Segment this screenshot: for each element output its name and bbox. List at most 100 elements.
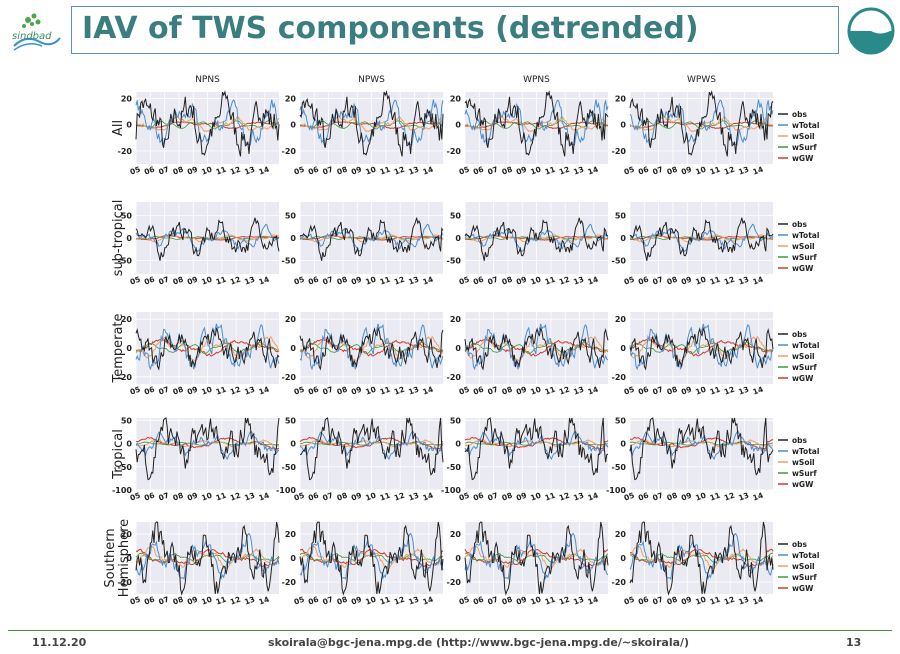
- x-tick-label: 13: [243, 385, 256, 397]
- x-tick-label: 12: [723, 165, 736, 177]
- x-tick-label: 05: [129, 385, 142, 397]
- x-tick-label: 14: [752, 385, 765, 397]
- x-tick-label: 14: [422, 275, 435, 287]
- row-label: Temperate: [111, 313, 126, 383]
- subplot: 05 06 07 08 09 10 11 12 13 14 -20 0 20: [447, 90, 609, 177]
- y-tick-label: 0: [126, 234, 132, 243]
- y-tick-label: -20: [118, 147, 133, 156]
- x-tick-label: 08: [172, 275, 185, 287]
- legend-label: wTotal: [792, 341, 819, 350]
- y-tick-label: -20: [118, 373, 133, 382]
- y-tick-label: -50: [282, 257, 297, 266]
- x-tick-label: 12: [723, 275, 736, 287]
- x-tick-label: 10: [364, 385, 377, 397]
- x-tick-label: 12: [558, 165, 571, 177]
- y-tick-label: 20: [121, 315, 133, 324]
- x-tick-label: 06: [472, 275, 485, 287]
- y-tick-label: 0: [290, 344, 296, 353]
- row-label: sub-tropical: [111, 200, 126, 277]
- series-line-obs: [135, 326, 280, 371]
- x-tick-label: 11: [544, 275, 557, 287]
- y-tick-label: 0: [620, 344, 626, 353]
- y-tick-label: 50: [450, 212, 462, 221]
- y-tick-label: -20: [282, 373, 297, 382]
- legend-label: wSoil: [792, 458, 815, 467]
- x-tick-label: 09: [186, 275, 199, 287]
- y-tick-label: 0: [455, 554, 461, 563]
- legend-label: wSoil: [792, 562, 815, 571]
- x-tick-label: 13: [737, 595, 750, 607]
- x-tick-label: 11: [709, 165, 722, 177]
- x-tick-label: 14: [258, 275, 271, 287]
- y-tick-label: -20: [447, 147, 462, 156]
- x-tick-label: 12: [229, 165, 242, 177]
- series-line-obs: [629, 521, 774, 596]
- subplot: 05 06 07 08 09 10 11 12 13 14 -20 0 20: [282, 521, 444, 607]
- x-tick-label: 07: [651, 275, 664, 287]
- x-tick-label: 08: [666, 165, 679, 177]
- x-tick-label: 12: [393, 595, 406, 607]
- y-tick-label: 50: [615, 212, 627, 221]
- y-tick-label: -20: [612, 373, 627, 382]
- x-tick-label: 08: [336, 491, 349, 503]
- x-tick-label: 06: [143, 595, 156, 607]
- legend-label: wGW: [792, 154, 814, 163]
- column-title: NPWS: [358, 75, 385, 85]
- series-line-obs: [135, 417, 280, 481]
- x-tick-label: 05: [458, 595, 471, 607]
- x-tick-label: 06: [472, 595, 485, 607]
- x-tick-label: 09: [680, 275, 693, 287]
- column-title: WPWS: [687, 75, 716, 85]
- y-tick-label: 0: [620, 121, 626, 130]
- x-tick-label: 11: [544, 491, 557, 503]
- x-tick-label: 08: [666, 275, 679, 287]
- x-tick-label: 11: [379, 165, 392, 177]
- x-tick-label: 05: [293, 491, 306, 503]
- legend-label: wTotal: [792, 447, 819, 456]
- y-tick-label: 20: [121, 95, 133, 104]
- footer-divider: [8, 630, 892, 631]
- x-tick-label: 07: [651, 491, 664, 503]
- x-tick-label: 09: [680, 595, 693, 607]
- x-tick-label: 09: [680, 385, 693, 397]
- x-tick-label: 10: [200, 595, 213, 607]
- subplot: 05 06 07 08 09 10 11 12 13 14 -20 0 20: [118, 312, 280, 397]
- x-tick-label: 08: [501, 385, 514, 397]
- x-tick-label: 11: [215, 275, 228, 287]
- y-tick-label: 50: [285, 416, 297, 425]
- y-tick-label: 50: [615, 416, 627, 425]
- x-tick-label: 11: [544, 165, 557, 177]
- legend-label: wTotal: [792, 121, 819, 130]
- x-tick-label: 14: [422, 165, 435, 177]
- x-tick-label: 08: [666, 385, 679, 397]
- y-tick-label: 20: [615, 95, 627, 104]
- legend-label: wSoil: [792, 242, 815, 251]
- legend-label: obs: [792, 110, 808, 119]
- series-line-wTotal: [135, 323, 280, 371]
- x-tick-label: 08: [336, 165, 349, 177]
- x-tick-label: 08: [336, 595, 349, 607]
- subplot: 05 06 07 08 09 10 11 12 13 14 -20 0 20: [612, 90, 774, 177]
- legend-label: wSurf: [792, 573, 817, 582]
- x-tick-label: 06: [472, 385, 485, 397]
- y-tick-label: 20: [450, 530, 462, 539]
- x-tick-label: 14: [258, 491, 271, 503]
- x-tick-label: 07: [486, 491, 499, 503]
- x-tick-label: 13: [407, 275, 420, 287]
- x-tick-label: 12: [558, 385, 571, 397]
- x-tick-label: 13: [737, 491, 750, 503]
- y-tick-label: 0: [455, 344, 461, 353]
- x-tick-label: 07: [486, 595, 499, 607]
- y-tick-label: -50: [612, 463, 627, 472]
- x-tick-label: 11: [215, 491, 228, 503]
- x-tick-label: 09: [515, 165, 528, 177]
- y-tick-label: 0: [455, 440, 461, 449]
- x-tick-label: 05: [293, 595, 306, 607]
- y-tick-label: -20: [282, 578, 297, 587]
- x-tick-label: 08: [501, 491, 514, 503]
- x-tick-label: 09: [186, 491, 199, 503]
- series-line-obs: [464, 217, 609, 261]
- subplot: 05 06 07 08 09 10 11 12 13 14 -20 0 20: [447, 521, 609, 607]
- x-tick-label: 12: [723, 385, 736, 397]
- legend-label: wSoil: [792, 132, 815, 141]
